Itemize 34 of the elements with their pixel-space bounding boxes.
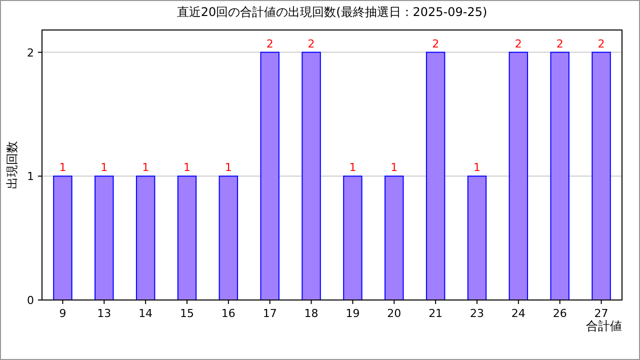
x-tick-label: 14 — [138, 307, 153, 320]
x-tick-label: 20 — [387, 307, 402, 320]
data-label: 2 — [432, 37, 440, 50]
x-tick-label: 21 — [428, 307, 443, 320]
y-tick-label: 0 — [27, 294, 34, 307]
x-tick-label: 15 — [180, 307, 194, 320]
x-tick-label: 23 — [470, 307, 484, 320]
y-tick-label: 1 — [27, 170, 34, 184]
x-tick-label: 26 — [552, 307, 567, 320]
data-label: 1 — [474, 161, 480, 174]
y-axis-title: 出現回数 — [5, 141, 19, 189]
data-label: 2 — [598, 37, 605, 50]
x-tick-label: 27 — [594, 307, 608, 320]
x-tick-label: 13 — [97, 307, 112, 320]
data-label: 1 — [59, 161, 66, 174]
data-label: 2 — [514, 37, 522, 50]
x-tick-label: 18 — [304, 307, 318, 320]
data-label: 1 — [142, 161, 150, 174]
x-tick-label: 9 — [59, 307, 66, 320]
x-tick-label: 19 — [346, 307, 360, 320]
data-label: 1 — [100, 161, 108, 174]
y-tick-label: 2 — [27, 46, 34, 60]
x-axis-title: 合計値 — [586, 319, 622, 333]
x-tick-label: 16 — [221, 307, 236, 320]
data-label: 1 — [390, 161, 398, 174]
data-label: 2 — [266, 37, 274, 50]
x-tick-label: 17 — [262, 307, 277, 320]
data-label: 1 — [224, 161, 232, 174]
chart-title: 直近20回の合計値の出現回数(最終抽選日：2025-09-25) — [176, 5, 488, 19]
data-label: 2 — [308, 37, 315, 50]
data-label: 2 — [556, 37, 564, 50]
data-label: 1 — [349, 161, 356, 174]
x-tick-label: 24 — [511, 307, 526, 320]
data-label: 1 — [184, 161, 190, 174]
